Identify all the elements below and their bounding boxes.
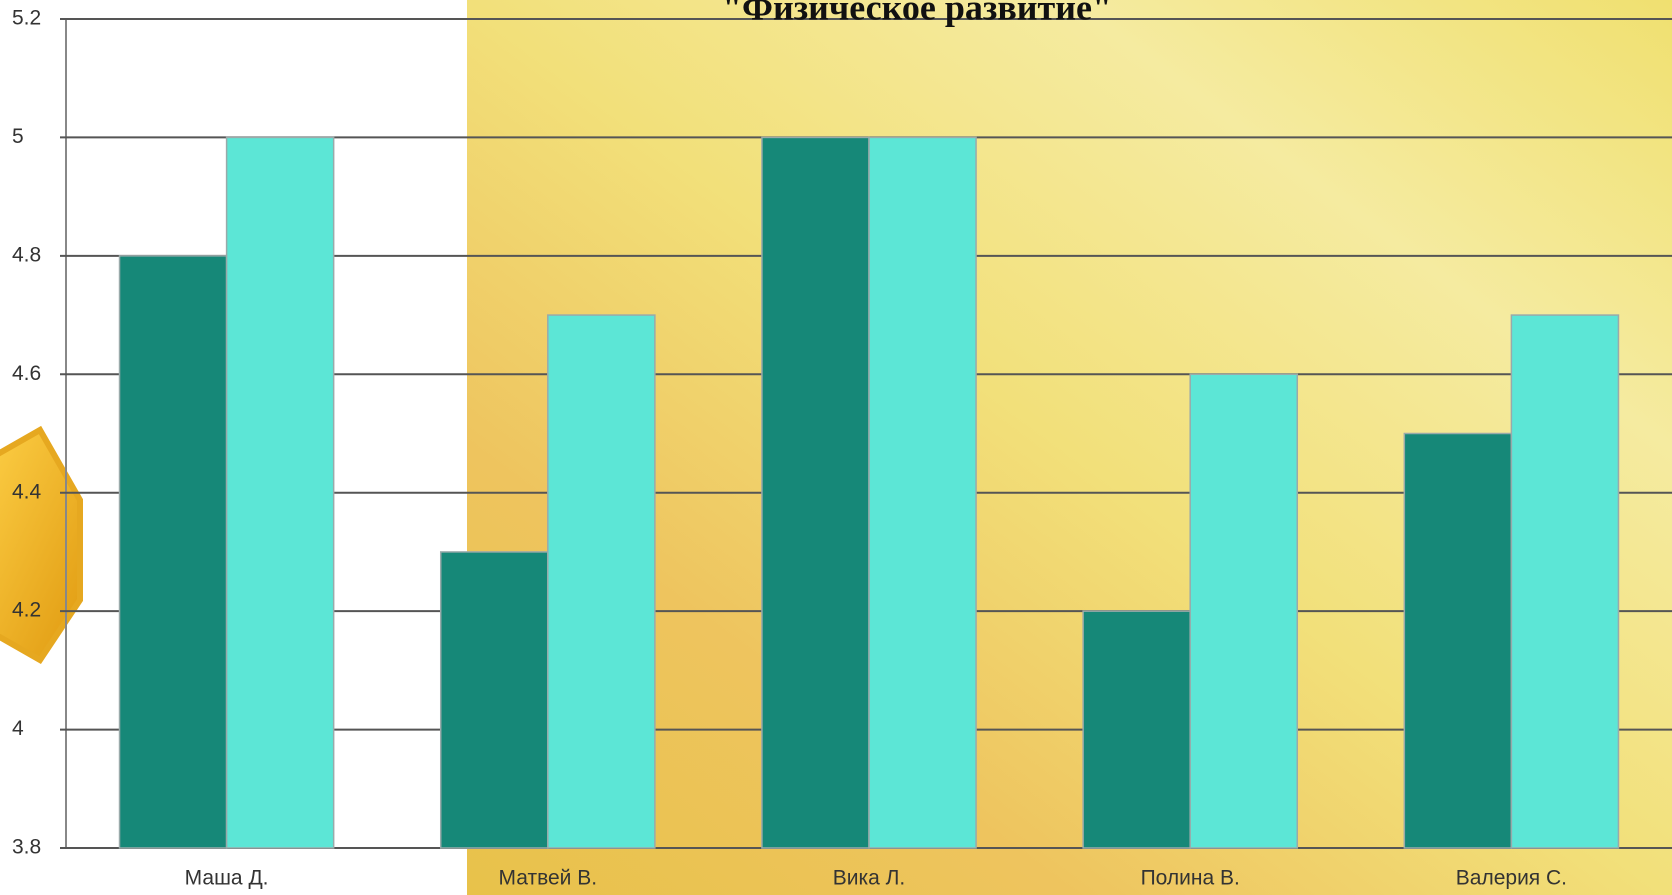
y-tick-label: 4 bbox=[12, 717, 24, 740]
bar bbox=[118, 255, 228, 849]
bar bbox=[1403, 432, 1513, 849]
x-tick-label: Вика Л. bbox=[833, 867, 906, 890]
bar bbox=[868, 136, 977, 849]
bar bbox=[1510, 314, 1620, 849]
bar bbox=[1082, 610, 1191, 849]
bar bbox=[439, 551, 549, 849]
chart-title: "Физическое развитие" bbox=[722, 0, 1112, 27]
y-tick-label: 4.8 bbox=[12, 243, 41, 266]
x-tick-label: Полина В. bbox=[1141, 867, 1240, 890]
y-tick-label: 5.2 bbox=[12, 7, 41, 30]
y-tick-label: 4.4 bbox=[12, 480, 42, 503]
y-tick-label: 3.8 bbox=[12, 836, 41, 859]
y-tick-label: 5 bbox=[12, 125, 24, 148]
honeycomb-decoration bbox=[0, 425, 83, 664]
bar bbox=[761, 136, 870, 849]
x-tick-label: Валерия С. bbox=[1456, 867, 1567, 890]
y-tick-label: 4.6 bbox=[12, 362, 41, 385]
x-tick-label: Матвей В. bbox=[499, 867, 598, 890]
bar bbox=[547, 314, 656, 849]
x-tick-label: Маша Д. bbox=[185, 867, 269, 890]
bar bbox=[1189, 373, 1299, 849]
y-tick-label: 4.2 bbox=[12, 599, 41, 622]
bar bbox=[225, 136, 335, 849]
